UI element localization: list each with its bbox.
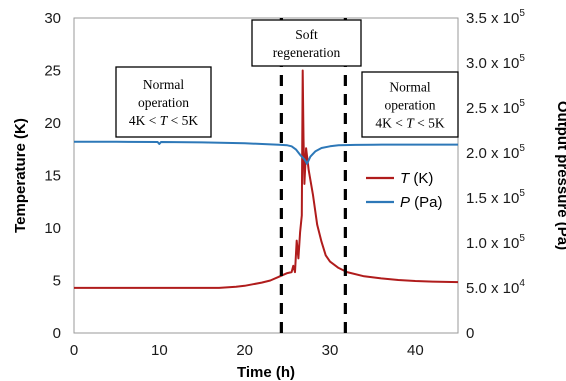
x-tick-label: 40 [407, 342, 424, 359]
y-left-tick-label: 10 [44, 220, 61, 237]
legend-label: T (K) [400, 170, 433, 187]
series-line-t [74, 69, 459, 289]
annotation-frame [361, 71, 459, 138]
plot-border [73, 17, 459, 334]
y-left-tick-label: 30 [44, 10, 61, 27]
legend-item-p: P (Pa) [366, 194, 443, 211]
x-tick-label: 10 [151, 342, 168, 359]
x-tick-label: 30 [322, 342, 339, 359]
series-layer [74, 69, 459, 289]
annotation-box-3: Normal operation 4K < T < 5K [361, 71, 459, 138]
y-left-axis-title: Temperature (K) [12, 118, 29, 233]
annotation-text: Normal [389, 80, 430, 95]
annotation-frame [115, 66, 212, 138]
x-tick-label: 20 [236, 342, 253, 359]
annotation-text: Soft [295, 27, 318, 42]
y-right-tick-label: 2.0 x 105 [466, 143, 525, 162]
y-right-tick-label: 3.0 x 105 [466, 53, 525, 72]
annotation-formula: 4K < T < 5K [129, 113, 199, 128]
y-left-tick-label: 0 [53, 325, 61, 342]
y-right-tick-label: 5.0 x 104 [466, 278, 525, 297]
annotation-formula: 4K < T < 5K [375, 116, 445, 131]
annotations-layer: Normal operation 4K < T < 5K Soft regenerati… [115, 19, 459, 138]
x-axis-title: Time (h) [237, 364, 295, 381]
plot-frame [73, 17, 459, 334]
annotation-text: regeneration [273, 45, 341, 60]
y-right-tick-label: 0 [466, 325, 474, 342]
annotation-text: Normal [143, 77, 184, 92]
y-right-tick-label: 1.5 x 105 [466, 188, 525, 207]
annotation-text: operation [138, 95, 189, 110]
y-left-tick-label: 25 [44, 63, 61, 80]
series-line-p [74, 140, 458, 165]
y-left-tick-label: 15 [44, 168, 61, 185]
annotation-frame [251, 19, 362, 67]
y-right-tick-label: 2.5 x 105 [466, 98, 525, 117]
x-tick-label: 0 [70, 342, 78, 359]
annotation-text: operation [385, 98, 436, 113]
y-left-tick-label: 20 [44, 115, 61, 132]
y-right-tick-label: 1.0 x 105 [466, 233, 525, 252]
y-left-tick-label: 5 [53, 273, 61, 290]
y-right-axis-title: Output pressure (Pa) [554, 101, 566, 250]
legend: T (K) P (Pa) [366, 170, 443, 211]
legend-item-t: T (K) [366, 170, 433, 187]
axes-layer: 0 5 10 15 20 25 30 0 10 20 30 40 0 5.0 x 104 1.0 x 105… [12, 8, 566, 381]
y-right-tick-label: 3.5 x 105 [466, 8, 525, 27]
annotation-box-2: Soft regeneration [251, 19, 362, 67]
regeneration-markers [279, 18, 347, 333]
legend-label: P (Pa) [400, 194, 443, 211]
annotation-box-1: Normal operation 4K < T < 5K [115, 66, 212, 138]
